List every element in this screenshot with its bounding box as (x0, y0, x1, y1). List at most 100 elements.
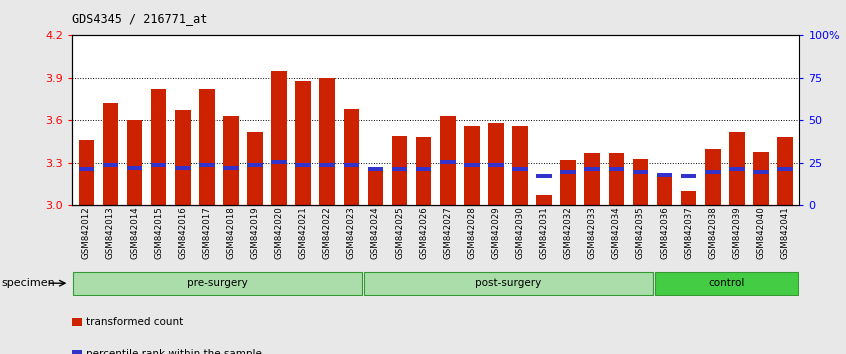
Bar (633, 159, 648, 205)
Bar (585, 167, 600, 171)
Bar (175, 166, 190, 170)
Bar (343, 163, 360, 167)
Text: control: control (709, 278, 744, 288)
Bar (151, 89, 167, 205)
Text: GSM842033: GSM842033 (588, 207, 596, 259)
Bar (223, 116, 239, 205)
Text: transformed count: transformed count (86, 317, 183, 327)
Text: GSM842020: GSM842020 (275, 207, 283, 259)
Bar (777, 167, 793, 171)
Bar (681, 174, 696, 178)
Bar (199, 163, 215, 167)
Bar (320, 163, 335, 167)
Bar (488, 163, 503, 167)
Text: GSM842035: GSM842035 (636, 207, 645, 259)
Bar (681, 191, 696, 205)
Bar (151, 163, 167, 167)
Text: GSM842018: GSM842018 (227, 207, 235, 259)
Text: GSM842013: GSM842013 (106, 207, 115, 259)
Bar (272, 71, 287, 205)
Text: GSM842040: GSM842040 (756, 207, 766, 259)
Bar (608, 153, 624, 205)
Bar (729, 132, 744, 205)
Text: post-surgery: post-surgery (475, 278, 541, 288)
Text: GSM842030: GSM842030 (515, 207, 525, 259)
Bar (127, 166, 142, 170)
Bar (440, 116, 455, 205)
Bar (272, 160, 287, 164)
Text: GSM842028: GSM842028 (467, 207, 476, 259)
Text: GSM842037: GSM842037 (684, 207, 693, 259)
Bar (608, 167, 624, 171)
Bar (416, 137, 431, 205)
Bar (777, 137, 793, 205)
Text: GDS4345 / 216771_at: GDS4345 / 216771_at (72, 12, 207, 25)
Text: GSM842025: GSM842025 (395, 207, 404, 259)
Bar (392, 167, 408, 171)
Bar (175, 110, 190, 205)
Bar (199, 89, 215, 205)
Text: GSM842041: GSM842041 (781, 207, 789, 259)
Text: GSM842022: GSM842022 (323, 207, 332, 259)
Bar (127, 120, 142, 205)
Bar (392, 136, 408, 205)
Text: GSM842024: GSM842024 (371, 207, 380, 259)
Bar (343, 109, 360, 205)
Bar (536, 195, 552, 205)
Text: specimen: specimen (2, 278, 56, 288)
Text: GSM842029: GSM842029 (492, 207, 501, 259)
Text: GSM842015: GSM842015 (154, 207, 163, 259)
Bar (656, 174, 673, 205)
Text: GSM842023: GSM842023 (347, 207, 356, 259)
Bar (512, 167, 528, 171)
Bar (223, 166, 239, 170)
Bar (633, 170, 648, 174)
Bar (753, 152, 769, 205)
Bar (368, 167, 383, 171)
Bar (79, 167, 94, 171)
Bar (416, 167, 431, 171)
Bar (247, 132, 263, 205)
Bar (295, 81, 311, 205)
Bar (247, 163, 263, 167)
Text: GSM842014: GSM842014 (130, 207, 139, 259)
Text: GSM842012: GSM842012 (82, 207, 91, 259)
Text: GSM842026: GSM842026 (419, 207, 428, 259)
Bar (464, 126, 480, 205)
Bar (705, 170, 721, 174)
Bar (364, 272, 653, 295)
Text: GSM842036: GSM842036 (660, 207, 669, 259)
Text: GSM842027: GSM842027 (443, 207, 453, 259)
Bar (705, 149, 721, 205)
Bar (440, 160, 455, 164)
Bar (102, 163, 118, 167)
Bar (464, 163, 480, 167)
Text: GSM842016: GSM842016 (179, 207, 187, 259)
Bar (320, 78, 335, 205)
Bar (585, 153, 600, 205)
Bar (560, 170, 576, 174)
Bar (753, 170, 769, 174)
Bar (656, 173, 673, 177)
Bar (512, 126, 528, 205)
Text: percentile rank within the sample: percentile rank within the sample (86, 349, 261, 354)
Bar (536, 174, 552, 178)
Text: GSM842032: GSM842032 (563, 207, 573, 259)
Bar (295, 163, 311, 167)
Bar (72, 318, 82, 326)
Text: GSM842019: GSM842019 (250, 207, 260, 259)
Bar (655, 272, 799, 295)
Text: GSM842038: GSM842038 (708, 207, 717, 259)
Text: GSM842039: GSM842039 (733, 207, 741, 259)
Text: GSM842021: GSM842021 (299, 207, 308, 259)
Text: GSM842017: GSM842017 (202, 207, 212, 259)
Bar (72, 350, 82, 354)
Bar (729, 167, 744, 171)
Bar (368, 167, 383, 205)
Text: pre-surgery: pre-surgery (187, 278, 248, 288)
Text: GSM842034: GSM842034 (612, 207, 621, 259)
Text: GSM842031: GSM842031 (540, 207, 548, 259)
Bar (560, 160, 576, 205)
Bar (79, 140, 94, 205)
Bar (73, 272, 362, 295)
